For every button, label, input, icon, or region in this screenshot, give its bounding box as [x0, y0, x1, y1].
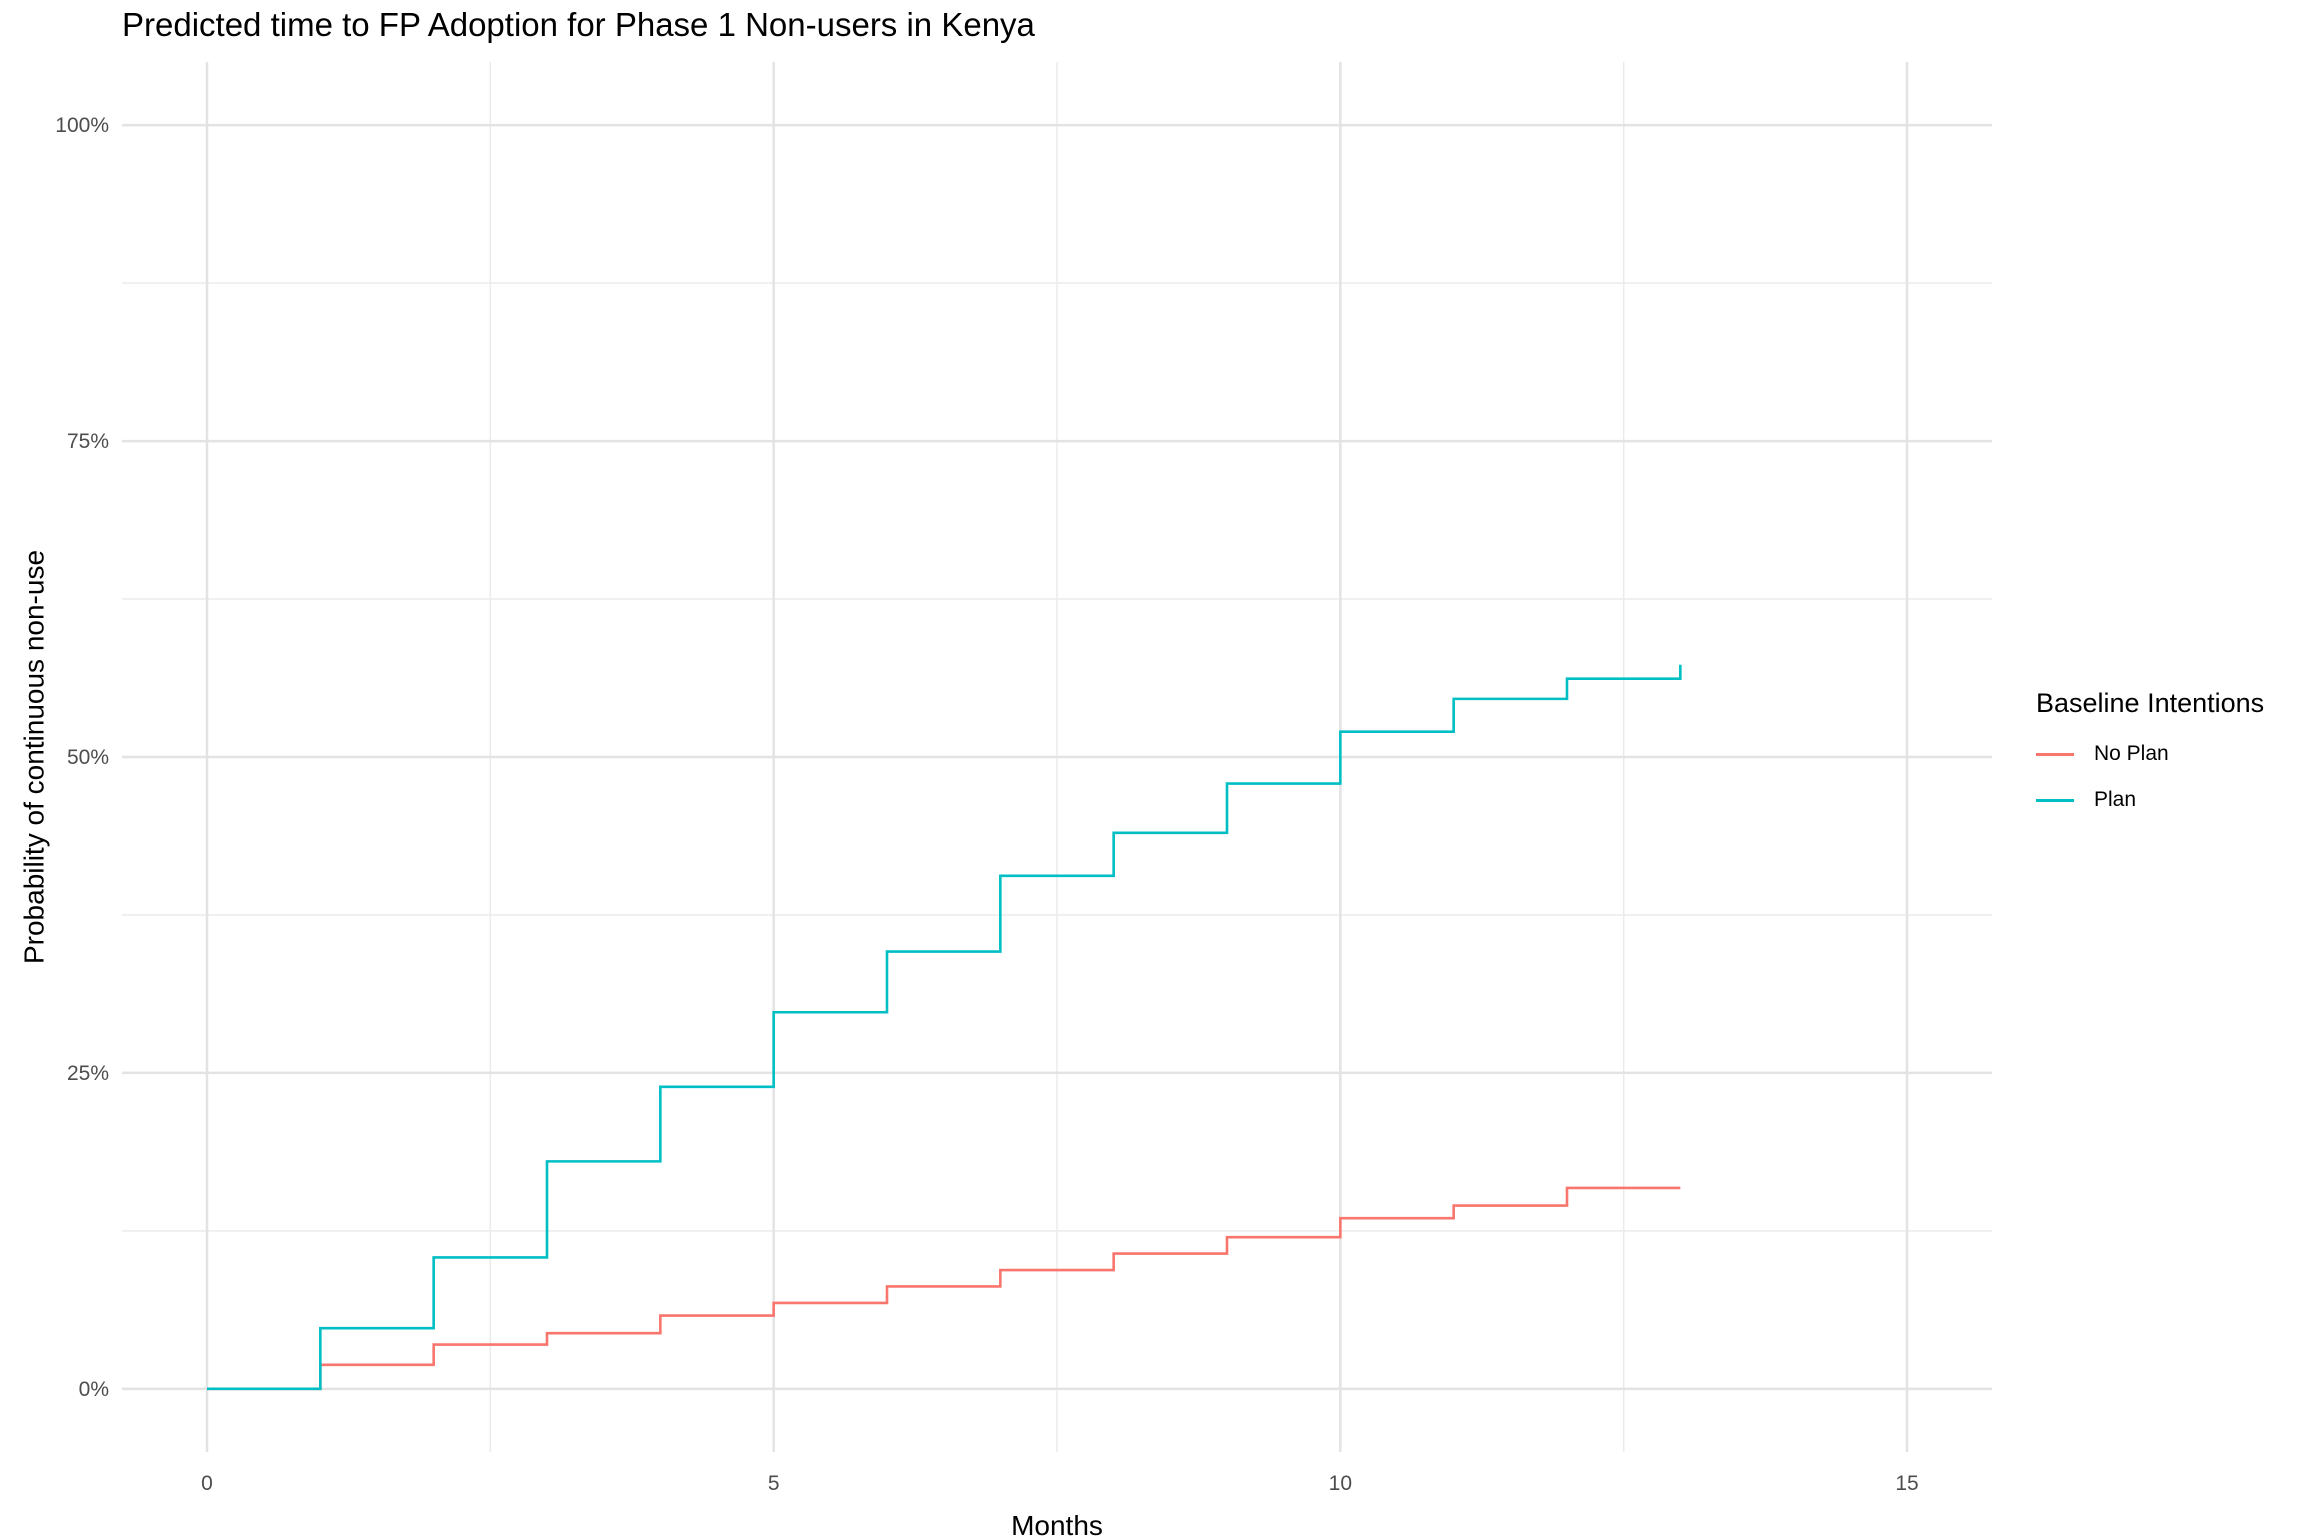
x-axis-ticks: 0 5 10 15 — [201, 1472, 1919, 1495]
x-axis-title: Months — [1011, 1510, 1103, 1536]
chart-title: Predicted time to FP Adoption for Phase … — [122, 6, 1035, 43]
series-layer — [207, 664, 1682, 1391]
series-line-no-plan — [207, 1186, 1681, 1391]
y-tick-label: 0% — [79, 1378, 109, 1401]
y-axis-title: Probability of continuous non-use — [19, 550, 50, 964]
legend-item: No Plan — [2036, 731, 2264, 777]
legend-title: Baseline Intentions — [2036, 688, 2265, 718]
legend-items: No Plan Plan — [2036, 731, 2264, 823]
y-tick-label: 100% — [55, 114, 109, 137]
y-tick-label: 50% — [67, 746, 109, 769]
series-line-plan — [207, 664, 1682, 1391]
x-tick-label: 10 — [1329, 1472, 1352, 1495]
y-axis-ticks: 0% 25% 50% 75% 100% — [55, 114, 109, 1401]
y-tick-label: 25% — [67, 1062, 109, 1085]
x-tick-label: 0 — [201, 1472, 213, 1495]
y-tick-label: 75% — [67, 430, 109, 453]
legend-item: Plan — [2036, 777, 2264, 823]
legend-label: No Plan — [2094, 742, 2169, 765]
x-tick-label: 15 — [1895, 1472, 1918, 1495]
legend: Baseline Intentions No Plan Plan — [2036, 688, 2264, 823]
x-tick-label: 5 — [768, 1472, 780, 1495]
legend-label: Plan — [2094, 788, 2137, 811]
legend-key-swatch — [2036, 798, 2074, 802]
legend-key-swatch — [2036, 752, 2074, 756]
